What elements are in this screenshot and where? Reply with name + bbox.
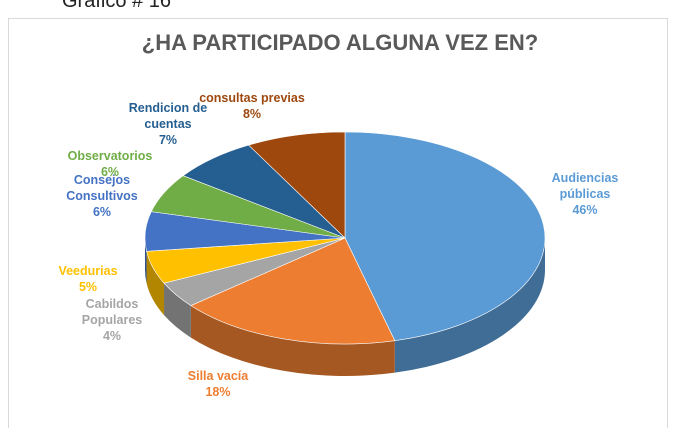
slice-side <box>146 251 165 316</box>
slice-side <box>190 305 395 377</box>
label-value: 6% <box>100 165 120 179</box>
slice-side <box>394 238 545 373</box>
chart-title: ¿HA PARTICIPADO ALGUNA VEZ EN? <box>141 30 539 55</box>
slice <box>248 131 346 239</box>
chart-frame <box>8 18 668 428</box>
slice-side <box>145 238 147 284</box>
data-label: Cabildos Populares 4% <box>72 296 152 344</box>
label-value: 6% <box>92 205 112 219</box>
label-name: Rendicion de cuentas <box>128 101 208 131</box>
slice <box>344 131 546 341</box>
caption: Gráfico # 16 <box>62 0 171 12</box>
label-name: Silla vacía <box>187 369 249 383</box>
label-name: Audiencias públicas <box>551 171 619 201</box>
label-value: 18% <box>205 385 231 399</box>
label-value: 46% <box>572 203 598 217</box>
slice-side <box>164 283 191 338</box>
label-value: 8% <box>242 107 262 121</box>
label-name: Veedurias <box>58 264 118 278</box>
label-name: consultas previas <box>199 91 305 105</box>
slice <box>190 237 396 345</box>
data-label: consultas previas 8% <box>197 90 307 122</box>
data-label: Rendicion de cuentas 7% <box>123 100 213 148</box>
data-label: Observatorios 6% <box>55 148 165 180</box>
data-label: Consejos Consultivos 6% <box>57 172 147 220</box>
label-name: Consejos Consultivos <box>66 173 138 203</box>
data-label: Audiencias públicas 46% <box>545 170 625 218</box>
data-label: Veedurias 5% <box>48 263 128 295</box>
label-value: 5% <box>78 280 98 294</box>
label-name: Cabildos Populares <box>81 297 143 327</box>
label-value: 4% <box>102 329 122 343</box>
label-value: 7% <box>158 133 178 147</box>
data-label: Silla vacía 18% <box>168 368 268 400</box>
label-name: Observatorios <box>67 149 153 163</box>
